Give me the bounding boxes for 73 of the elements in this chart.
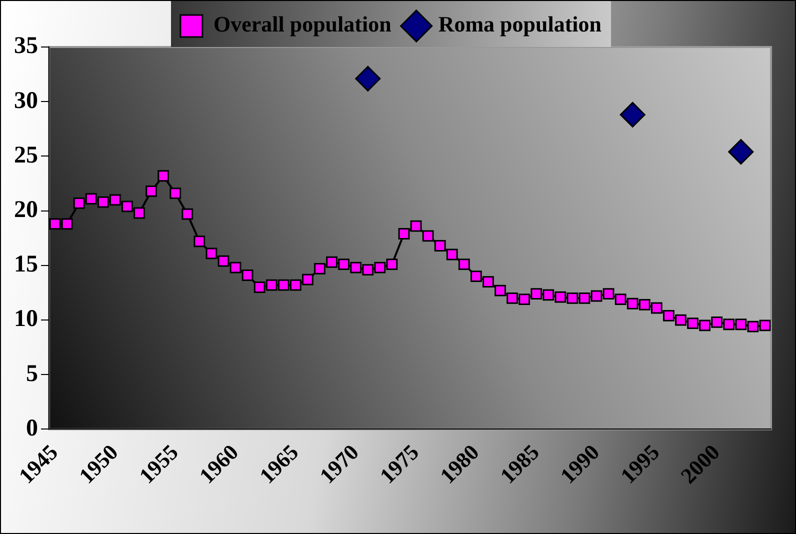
point [422, 230, 434, 242]
point [614, 294, 626, 305]
y-tick-label: 20 [14, 197, 38, 224]
point [663, 310, 674, 322]
y-tick-label: 25 [14, 142, 38, 168]
point [735, 318, 747, 330]
point [122, 200, 133, 212]
point [85, 193, 97, 204]
point [699, 320, 711, 332]
point [134, 207, 145, 219]
point [530, 288, 542, 300]
point [482, 276, 494, 288]
point [458, 258, 470, 270]
point [386, 258, 398, 270]
point [73, 197, 85, 209]
point [61, 218, 73, 230]
point [554, 291, 566, 303]
point [590, 290, 602, 302]
point [638, 299, 650, 310]
point [494, 284, 506, 296]
point [278, 279, 290, 291]
point [97, 196, 109, 208]
y-tick-label: 10 [14, 306, 38, 332]
point [602, 288, 614, 300]
point [506, 292, 518, 304]
point [759, 320, 771, 332]
point [620, 102, 646, 128]
point [398, 228, 410, 240]
point [206, 248, 218, 260]
point [182, 208, 194, 220]
y-tick-label: 5 [26, 360, 38, 387]
point [362, 264, 374, 276]
point [242, 270, 254, 281]
y-tick-label: 0 [26, 415, 38, 442]
point [350, 262, 362, 274]
point [747, 320, 759, 332]
point [675, 314, 686, 326]
point [650, 302, 662, 314]
point [728, 139, 754, 165]
point [542, 289, 554, 301]
legend-label: Roma population [438, 12, 602, 37]
y-tick-label: 30 [14, 88, 38, 114]
point [434, 240, 446, 252]
point [109, 194, 121, 206]
point [626, 298, 638, 310]
point [446, 248, 458, 260]
point [290, 279, 302, 291]
point [470, 270, 482, 282]
point [326, 256, 338, 268]
point [49, 218, 61, 230]
point [302, 274, 314, 286]
point [338, 258, 350, 270]
point [723, 318, 735, 330]
point [410, 220, 422, 232]
point [578, 292, 590, 304]
point [230, 262, 242, 274]
point [566, 292, 578, 304]
legend-label: Overall population [213, 12, 392, 37]
point [146, 185, 157, 197]
point [254, 282, 266, 293]
point [314, 262, 326, 274]
point [518, 294, 530, 305]
point [170, 188, 182, 200]
point [194, 236, 206, 248]
point [355, 66, 381, 92]
point [711, 316, 723, 328]
y-tick-label: 15 [14, 252, 38, 278]
point [218, 255, 230, 267]
point [687, 318, 698, 329]
point [374, 262, 386, 274]
point [266, 279, 278, 291]
point [158, 170, 170, 182]
y-tick-label: 35 [14, 33, 38, 60]
